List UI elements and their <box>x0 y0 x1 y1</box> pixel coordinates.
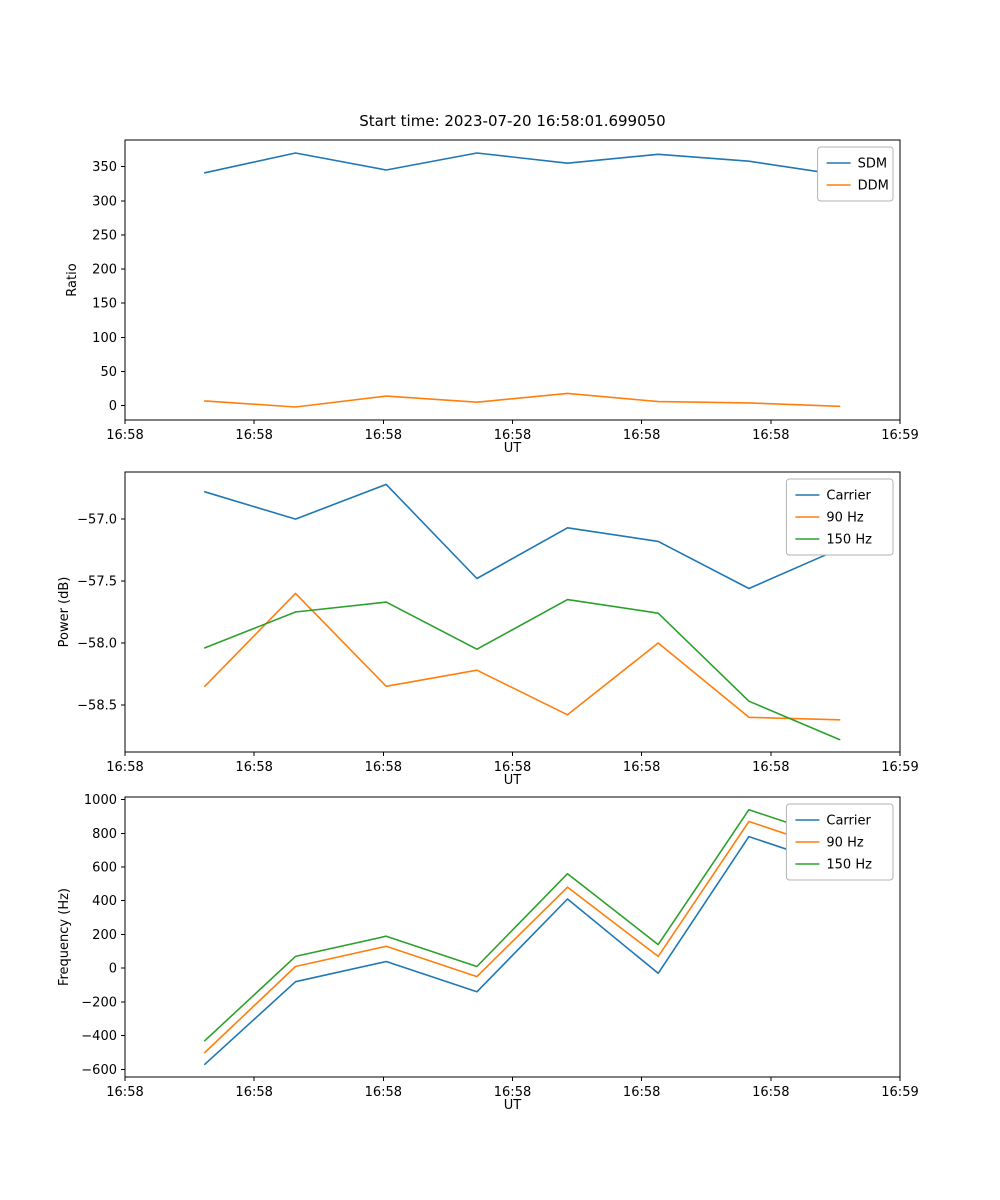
x-axis-label: UT <box>504 773 522 788</box>
x-tick-label: 16:58 <box>106 1085 143 1100</box>
y-tick-label: 350 <box>92 160 117 175</box>
y-tick-label: −57.0 <box>77 513 117 528</box>
x-tick-label: 16:58 <box>365 760 402 775</box>
x-tick-label: 16:58 <box>235 760 272 775</box>
y-tick-label: 200 <box>92 263 117 278</box>
series-line-carrier <box>204 483 841 590</box>
y-axis-label: Power (dB) <box>57 577 72 648</box>
x-tick-label: 16:58 <box>106 428 143 443</box>
x-tick-label: 16:58 <box>752 428 789 443</box>
plot-frame <box>124 139 901 421</box>
x-tick-label: 16:58 <box>752 760 789 775</box>
x-axis-label: UT <box>504 1098 522 1113</box>
x-tick-label: 16:58 <box>752 1085 789 1100</box>
y-tick-label: 100 <box>92 331 117 346</box>
x-tick-label: 16:58 <box>623 428 660 443</box>
legend-box <box>785 803 894 881</box>
y-tick-label: 250 <box>92 228 117 243</box>
plot-frame <box>124 796 901 1078</box>
chart-title: Start time: 2023-07-20 16:58:01.699050 <box>359 112 666 130</box>
series-line-ddm <box>204 392 841 408</box>
series-line-150-hz <box>204 808 841 1042</box>
legend-label: Carrier <box>826 814 871 829</box>
legend-box <box>785 478 894 556</box>
legend-box <box>817 146 894 202</box>
y-tick-label: 50 <box>100 365 117 380</box>
x-tick-label: 16:58 <box>235 428 272 443</box>
legend-label: SDM <box>858 157 887 172</box>
y-tick-label: 200 <box>92 928 117 943</box>
y-tick-label: −58.5 <box>77 698 117 713</box>
x-tick-label: 16:58 <box>494 1085 531 1100</box>
x-tick-label: 16:58 <box>365 428 402 443</box>
x-tick-label: 16:58 <box>235 1085 272 1100</box>
legend-label: 90 Hz <box>826 511 863 526</box>
series-line-90-hz <box>204 592 841 721</box>
legend-label: DDM <box>858 179 889 194</box>
y-tick-label: −57.5 <box>77 575 117 590</box>
y-tick-label: −600 <box>81 1063 117 1078</box>
y-tick-label: 800 <box>92 827 117 842</box>
legend-label: Carrier <box>826 489 871 504</box>
y-tick-label: 150 <box>92 297 117 312</box>
legend-label: 150 Hz <box>826 533 872 548</box>
y-tick-label: 0 <box>109 962 117 977</box>
x-tick-label: 16:58 <box>494 760 531 775</box>
y-tick-label: 600 <box>92 861 117 876</box>
series-line-carrier <box>204 835 841 1066</box>
y-tick-label: −58.0 <box>77 636 117 651</box>
y-tick-label: 1000 <box>84 793 117 808</box>
y-tick-label: −200 <box>81 995 117 1010</box>
x-tick-label: 16:58 <box>623 760 660 775</box>
legend-label: 150 Hz <box>826 858 872 873</box>
power-chart: 16:58 16:58 16:58 16:58 16:58 16:58 16:59 −58.5… <box>57 471 919 788</box>
y-tick-label: 300 <box>92 194 117 209</box>
x-tick-label: 16:58 <box>494 428 531 443</box>
frequency-chart: 16:58 16:58 16:58 16:58 16:58 16:58 16:59 −600 −… <box>57 793 919 1113</box>
x-tick-label: 16:59 <box>881 1085 918 1100</box>
series-line-sdm <box>204 152 841 176</box>
legend-label: 90 Hz <box>826 836 863 851</box>
y-tick-label: 400 <box>92 894 117 909</box>
series-line-150-hz <box>204 598 841 741</box>
x-tick-label: 16:58 <box>365 1085 402 1100</box>
y-tick-label: −400 <box>81 1029 117 1044</box>
x-tick-label: 16:59 <box>881 428 918 443</box>
x-tick-label: 16:59 <box>881 760 918 775</box>
y-axis-label: Frequency (Hz) <box>57 888 72 986</box>
x-tick-label: 16:58 <box>623 1085 660 1100</box>
y-tick-label: 0 <box>109 399 117 414</box>
plot-frame <box>124 471 901 753</box>
x-tick-label: 16:58 <box>106 760 143 775</box>
y-axis-label: Ratio <box>65 263 80 296</box>
x-axis-label: UT <box>504 441 522 456</box>
ratio-chart: 16:58 16:58 16:58 16:58 16:58 16:58 16:59 0 50 10… <box>65 139 919 456</box>
series-line-90-hz <box>204 820 841 1054</box>
